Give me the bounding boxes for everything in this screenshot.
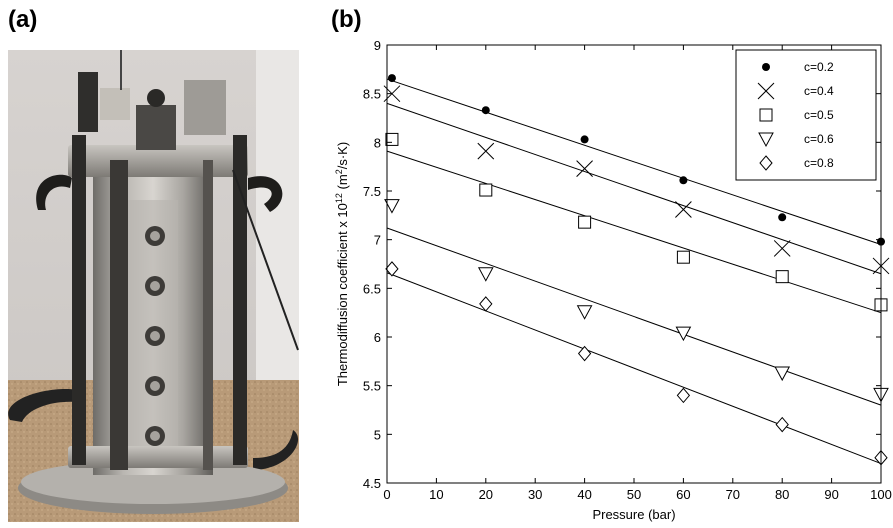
fit-lines xyxy=(386,78,882,464)
panel-a-label: (a) xyxy=(8,6,38,33)
right-hose xyxy=(253,430,299,470)
fit-line-c-0-2 xyxy=(386,78,882,246)
thermodiffusion-chart: 0 10 20 30 40 50 60 70 80 90 100 4.5 5 5.5 6 6.5 7 7.5 8 8.… xyxy=(334,38,892,522)
left-rod xyxy=(72,135,86,465)
data-point-c-0-6 xyxy=(384,199,400,214)
y-tick-label: 6.5 xyxy=(363,281,381,296)
data-markers xyxy=(383,74,890,466)
left-handle xyxy=(36,174,72,210)
legend-marker xyxy=(759,108,773,122)
legend-marker xyxy=(762,63,770,71)
fit-line-c-0-8 xyxy=(386,272,882,464)
x-tick-label: 10 xyxy=(429,487,443,502)
data-point-c-0-4 xyxy=(773,240,791,257)
y-tick-label: 9 xyxy=(374,38,381,53)
x-tick-label: 20 xyxy=(479,487,493,502)
y-tick-label: 8 xyxy=(374,135,381,150)
legend-entry-label: c=0.6 xyxy=(804,132,834,146)
data-point-c-0-5 xyxy=(775,270,789,284)
legend-marker xyxy=(759,155,773,171)
data-point-c-0-5 xyxy=(578,215,592,229)
data-point-c-0-8 xyxy=(479,296,493,312)
x-tick-label: 90 xyxy=(824,487,838,502)
data-point-c-0-8 xyxy=(775,416,789,433)
data-point-c-0-6 xyxy=(774,366,791,382)
data-point-c-0-8 xyxy=(676,387,691,404)
y-tick-label: 6 xyxy=(374,330,381,345)
thermodiffusion-column-photo xyxy=(8,50,299,522)
y-tick-label: 5.5 xyxy=(363,379,381,394)
front-right-rod xyxy=(203,160,213,470)
legend-marker-stroke-b xyxy=(757,82,775,100)
data-point-c-0-5 xyxy=(479,183,493,197)
x-tick-label: 40 xyxy=(577,487,591,502)
y-tick-label: 8.5 xyxy=(363,87,381,102)
fit-line-c-0-5 xyxy=(386,150,882,314)
fit-line-c-0-4 xyxy=(386,102,882,275)
legend-entry-label: c=0.2 xyxy=(804,60,834,74)
data-point-c-0-2 xyxy=(778,213,787,222)
panel-b-label: (b) xyxy=(331,6,362,33)
valve-left xyxy=(100,88,130,120)
top-fitting xyxy=(136,105,176,150)
y-axis-label-unit-exp: 2 xyxy=(334,169,344,174)
y-axis-label-exp: 12 xyxy=(334,193,344,203)
bottom-flange xyxy=(68,446,248,468)
data-point-c-0-5 xyxy=(385,132,399,146)
legend-marker xyxy=(758,132,774,148)
data-point-c-0-8 xyxy=(385,261,399,277)
y-tick-label: 7 xyxy=(374,233,381,248)
data-point-c-0-4 xyxy=(576,160,593,177)
x-tick-label: 0 xyxy=(383,487,390,502)
data-point-c-0-4-stroke-b xyxy=(675,201,692,218)
y-axis-label: Thermodiffusion coefficient x 1012 (m2/s… xyxy=(334,142,350,386)
legend-entry-label: c=0.4 xyxy=(804,84,834,98)
x-tick-label: 70 xyxy=(726,487,740,502)
front-left-rod xyxy=(110,160,128,470)
data-point-c-0-4 xyxy=(477,142,495,160)
sensor-left xyxy=(78,72,98,132)
data-point-c-0-8 xyxy=(577,345,592,362)
fit-line-c-0-6 xyxy=(386,227,882,406)
data-point-c-0-4-stroke-b xyxy=(576,160,593,177)
x-tick-label: 80 xyxy=(775,487,789,502)
y-tick-label: 7.5 xyxy=(363,184,381,199)
legend: c=0.2 c=0.4 c=0.5 c=0.6 c=0.8 xyxy=(735,49,877,181)
left-hose xyxy=(8,389,78,422)
data-point-c-0-2 xyxy=(481,106,490,115)
data-point-c-0-4-stroke-b xyxy=(477,142,495,160)
y-tick-label: 5 xyxy=(374,427,381,442)
legend-box xyxy=(735,49,877,181)
data-point-c-0-2 xyxy=(387,74,396,83)
x-tick-label: 30 xyxy=(528,487,542,502)
photo-side-panel xyxy=(256,50,299,380)
legend-marker xyxy=(757,82,775,100)
x-tick-label: 60 xyxy=(676,487,690,502)
right-handle xyxy=(248,176,283,212)
valve-right xyxy=(184,80,226,135)
x-axis-label: Pressure (bar) xyxy=(592,507,675,522)
y-tick-label: 4.5 xyxy=(363,476,381,491)
data-point-c-0-2 xyxy=(580,135,589,144)
data-point-c-0-4-stroke-b xyxy=(773,240,791,257)
data-point-c-0-6 xyxy=(675,326,692,342)
x-tick-label: 50 xyxy=(627,487,641,502)
data-point-c-0-2 xyxy=(679,176,688,185)
data-point-c-0-6 xyxy=(576,305,593,320)
data-point-c-0-6 xyxy=(477,267,494,282)
y-axis-label-unit-close: /s·K) xyxy=(335,142,350,169)
data-point-c-0-4 xyxy=(675,201,692,218)
legend-entry-label: c=0.5 xyxy=(804,108,834,122)
y-axis-label-unit-open: (m xyxy=(335,174,350,193)
axis-ticks: 0 10 20 30 40 50 60 70 80 90 100 4.5 5 5.5 6 6.5 7 7.5 8 8.… xyxy=(363,38,892,502)
y-axis-label-main: Thermodiffusion coefficient x 10 xyxy=(335,203,350,386)
legend-entry-label: c=0.8 xyxy=(804,156,834,170)
x-tick-label: 100 xyxy=(870,487,892,502)
right-rod xyxy=(233,135,247,465)
data-point-c-0-5 xyxy=(676,250,690,264)
